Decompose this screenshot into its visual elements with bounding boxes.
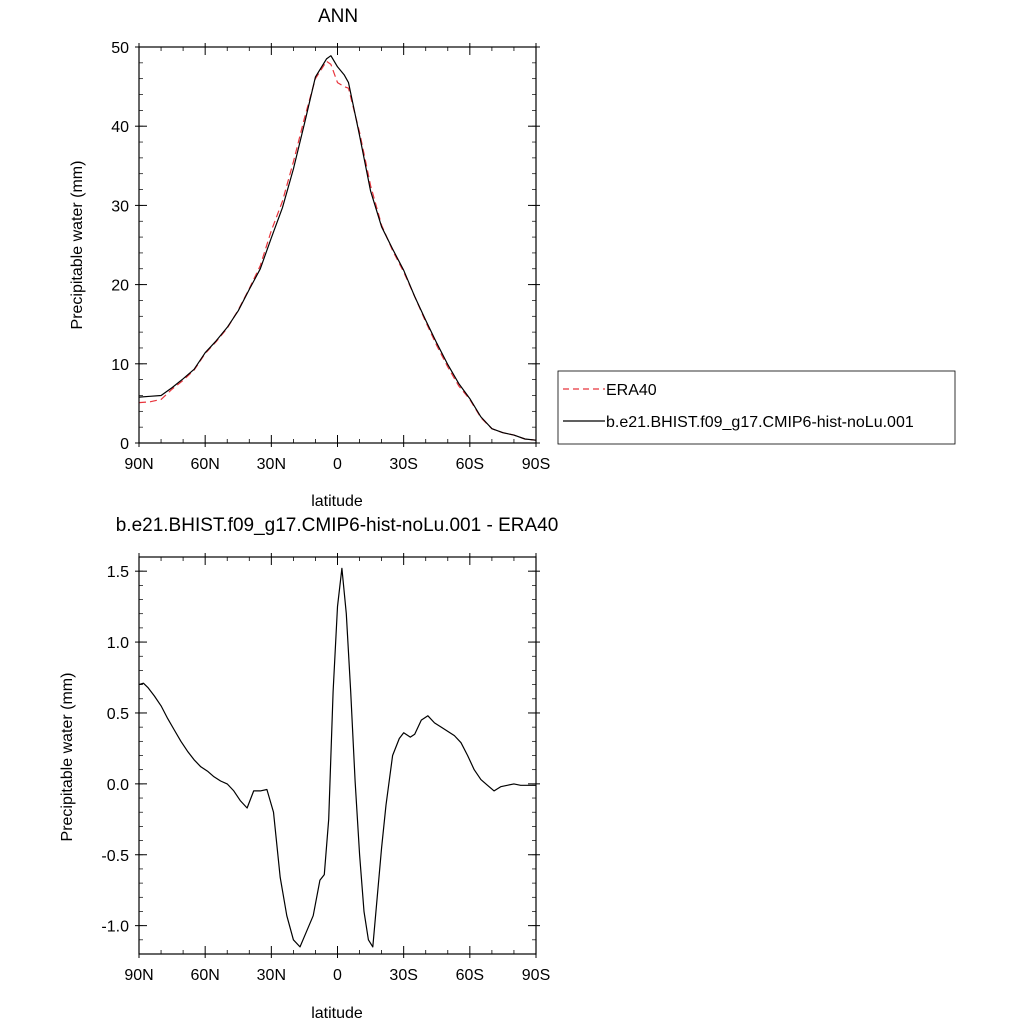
y-tick-label: 1.5: [107, 564, 129, 581]
top-title: ANN: [318, 6, 358, 27]
top-x-axis-label: latitude: [311, 493, 363, 510]
top-panel: ANN 90N 60N 30N 0 30S 60S 90S 0 10 20 30 40 50 lati…: [69, 6, 550, 510]
top-ticks: [135, 43, 540, 447]
x-tick-label: 0: [333, 967, 342, 984]
bottom-y-axis-label: Precipitable water (mm): [59, 673, 76, 842]
series-line-era40: [138, 60, 537, 441]
y-tick-label: 50: [111, 40, 129, 57]
top-x-tick-labels: 90N 60N 30N 0 30S 60S 90S: [124, 456, 550, 473]
legend-label-model: b.e21.BHIST.f09_g17.CMIP6-hist-noLu.001: [606, 414, 914, 431]
y-tick-label: 20: [111, 278, 129, 295]
y-tick-label: -0.5: [101, 848, 129, 865]
bottom-x-tick-labels: 90N 60N 30N 0 30S 60S 90S: [124, 967, 550, 984]
x-tick-label: 0: [333, 456, 342, 473]
x-tick-label: 30N: [257, 967, 286, 984]
x-tick-label: 30S: [389, 456, 417, 473]
bottom-plot-frame: [138, 556, 537, 955]
series-line-model: [138, 55, 537, 441]
x-tick-label: 90N: [124, 967, 153, 984]
x-tick-label: 60S: [456, 456, 484, 473]
legend-label-era40: ERA40: [606, 382, 657, 399]
x-tick-label: 90S: [522, 456, 550, 473]
legend: ERA40 b.e21.BHIST.f09_g17.CMIP6-hist-noL…: [557, 370, 956, 445]
legend-box: [557, 370, 956, 445]
bottom-ticks: [135, 553, 540, 958]
bottom-y-tick-labels: -1.0 -0.5 0.0 0.5 1.0 1.5: [101, 564, 129, 935]
top-plot-frame: [138, 46, 537, 444]
y-tick-label: 0.5: [107, 706, 129, 723]
bottom-panel: b.e21.BHIST.f09_g17.CMIP6-hist-noLu.001 …: [59, 515, 558, 1022]
x-tick-label: 30S: [389, 967, 417, 984]
bottom-x-axis-label: latitude: [311, 1005, 363, 1022]
x-tick-label: 30N: [257, 456, 286, 473]
y-tick-label: -1.0: [101, 919, 129, 936]
y-tick-label: 0: [120, 436, 129, 453]
x-tick-label: 90N: [124, 456, 153, 473]
top-y-axis-label: Precipitable water (mm): [69, 161, 86, 330]
y-tick-label: 10: [111, 357, 129, 374]
y-tick-label: 1.0: [107, 635, 129, 652]
y-tick-label: 30: [111, 198, 129, 215]
y-tick-label: 0.0: [107, 777, 129, 794]
x-tick-label: 60S: [456, 967, 484, 984]
y-tick-label: 40: [111, 119, 129, 136]
x-tick-label: 60N: [190, 456, 219, 473]
series-line-difference: [138, 567, 536, 948]
x-tick-label: 60N: [190, 967, 219, 984]
bottom-series-lines: [138, 567, 536, 948]
bottom-title: b.e21.BHIST.f09_g17.CMIP6-hist-noLu.001 …: [116, 515, 559, 536]
top-series-lines: [138, 55, 537, 441]
x-tick-label: 90S: [522, 967, 550, 984]
top-y-tick-labels: 0 10 20 30 40 50: [111, 40, 129, 453]
